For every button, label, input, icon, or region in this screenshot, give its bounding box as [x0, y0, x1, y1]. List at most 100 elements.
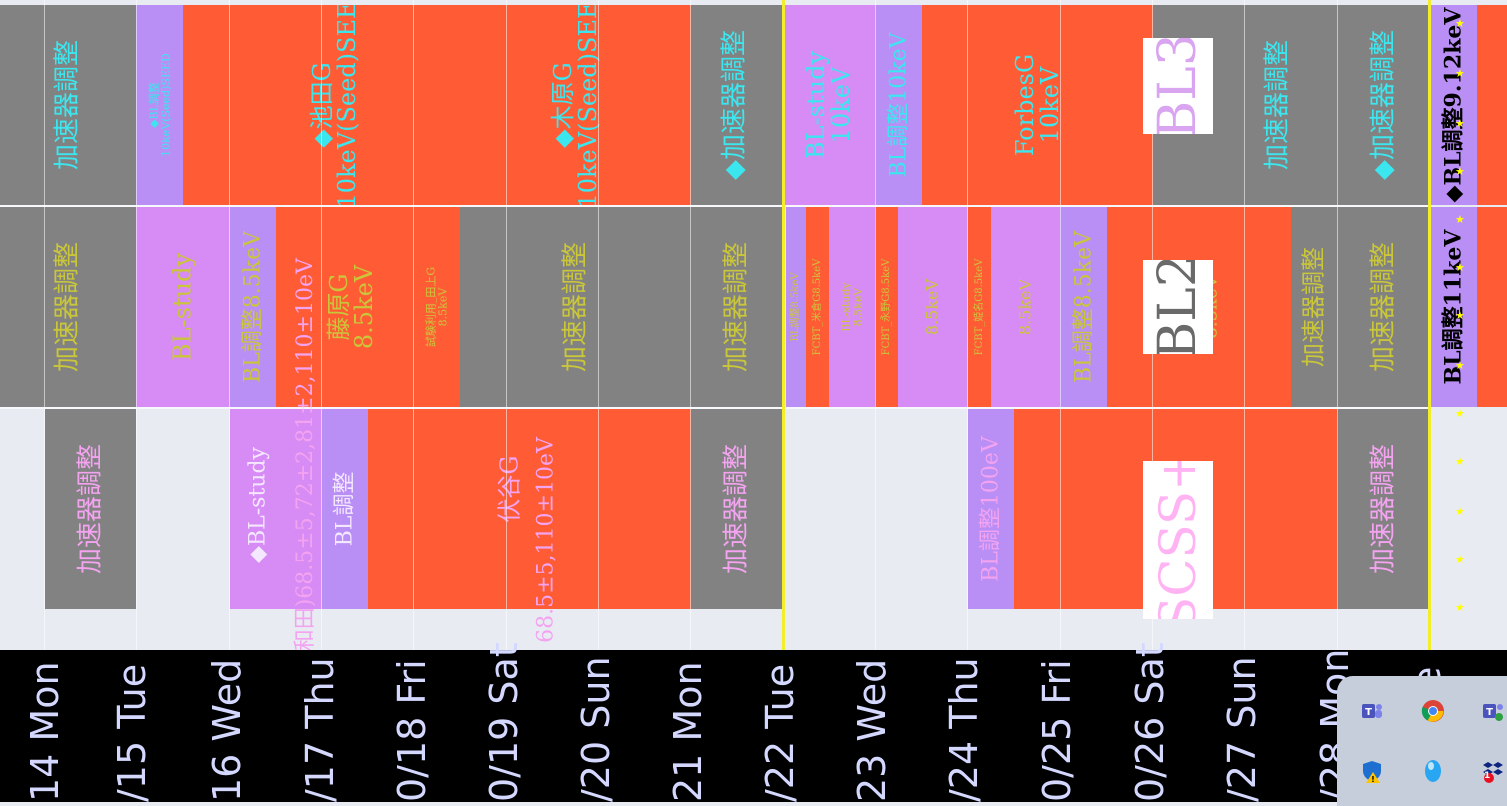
day-line [229, 0, 230, 650]
beamline-label-scss: SCSS+ [1143, 461, 1213, 619]
scss-cell-text: ◆BL-study [245, 447, 271, 563]
blue-orb-icon[interactable] [1420, 758, 1446, 784]
defender-icon[interactable]: ! [1359, 758, 1385, 784]
bl2-cell-text: BL調整8.5keV [789, 272, 801, 342]
bl2-fujiwara-group[interactable]: 藤原G 8.5keV [276, 207, 414, 407]
star-icon: ★ [1455, 261, 1465, 274]
bl3-cell-text: ◆池田G 10keV(Seed)SEE [307, 5, 361, 205]
scss-fushitani-energies: 68.5±5,110±10eV [532, 437, 558, 643]
bl2-cell-text: 8.5keV [1015, 278, 1035, 336]
bl2-bl-tuning-11kev[interactable]: BL調整11keV [1430, 207, 1477, 407]
scss-accel-tuning-3[interactable]: 加速器調整 [1337, 409, 1430, 609]
bl2-cell-text: 加速器調整 [721, 241, 752, 373]
bl2-cell-text: 試験利用_田上G 8.5keV [424, 266, 449, 348]
bl2-bl-tuning-2[interactable]: BL調整8.5keV [786, 207, 806, 407]
dropbox-icon[interactable]: 1 [1480, 758, 1506, 784]
bl3-bl-tuning-9kev[interactable]: ◆BL調整9.12keV [1430, 5, 1477, 205]
bl2-fcbt-yonekura[interactable]: FCBT_米倉G8.5keV [806, 207, 829, 407]
beamline-label-bl3: BL3 [1143, 38, 1213, 134]
star-icon: ★ [1455, 165, 1465, 178]
bl2-tagami-group[interactable]: 試験利用_田上G 8.5keV [414, 207, 460, 407]
star-icon: ★ [1455, 455, 1465, 468]
date-label: /15 Tue [110, 663, 154, 802]
bl2-cell-text: 8.5keV [922, 278, 942, 336]
bl3-cell-text: BL調整10keV [885, 32, 911, 178]
bl2-accel-tuning-1[interactable]: 加速器調整 [0, 207, 136, 407]
bl3-bl-tuning-10kev[interactable]: BL調整10keV [875, 5, 922, 205]
date-label: 16 Wed [205, 658, 249, 802]
bl3-accel-tuning-4[interactable]: ◆加速器調整 [1337, 5, 1430, 205]
scss-cell-text: 加速器調整 [1367, 443, 1398, 575]
today-marker-line [782, 0, 785, 660]
scss-cell-text: 伏谷G [495, 455, 524, 523]
bl3-cell-text: ◆BL調整 10keV(Seed)SEED [146, 53, 172, 157]
bl2-run-8kev-2[interactable]: 8.5keV [991, 207, 1060, 407]
chrome-icon[interactable] [1420, 698, 1446, 724]
bl2-bl-tuning-3[interactable]: BL調整8.5keV [1060, 207, 1107, 407]
date-label: 0/25 Fri [1035, 659, 1079, 802]
bl2-fcbt-nagano[interactable]: FCBT_永野G8.5keV [875, 207, 898, 407]
bl3-cell-text: ◆木原G 10keV(Seed)SEE [549, 5, 603, 205]
date-label: /22 Tue [758, 663, 802, 802]
teams-alt-icon[interactable]: T [1480, 698, 1506, 724]
scss-accel-tuning-2[interactable]: 加速器調整 [691, 409, 783, 609]
bl3-run-block-1[interactable] [183, 5, 230, 205]
bl3-accel-tuning-2[interactable]: ◆加速器調整 [691, 5, 783, 205]
bl2-bl-study-2[interactable]: BL-study 8.5keV [829, 207, 875, 407]
scss-owada-energies: (大和田)68.5±5,72±2,81±2,110±10eV [293, 258, 318, 682]
bl2-accel-tuning-3[interactable]: 加速器調整 [691, 207, 783, 407]
bl2-cell-text: FCBT_姫名G8.5keV [973, 258, 985, 356]
scss-fushitani-group[interactable]: 伏谷G [368, 409, 691, 609]
scss-cell-text: BL調整100eV [978, 436, 1004, 582]
bl3-bl-study[interactable]: BL-study 10keV [783, 5, 875, 205]
bl2-cell-text: 加速器調整 [52, 241, 83, 373]
bl3-run-block-2[interactable] [922, 5, 968, 205]
scss-bl-tuning[interactable]: BL調整 [322, 409, 368, 609]
bl2-fcbt-himena[interactable]: FCBT_姫名G8.5keV [968, 207, 991, 407]
teams-icon[interactable]: T [1359, 698, 1385, 724]
bl3-run-block-3[interactable] [1477, 5, 1507, 205]
star-icon: ★ [1455, 117, 1465, 130]
bl3-cell-text: BL-study 10keV [801, 50, 855, 160]
bl2-cell-text: 加速器調整 [1299, 247, 1328, 367]
star-icon: ★ [1455, 17, 1465, 30]
bl3-cell-text: ForbesG 10keV [1011, 53, 1065, 157]
scss-cell-text: 加速器調整 [721, 443, 752, 575]
row-divider-2 [0, 407, 1430, 409]
day-line [506, 0, 507, 650]
bl2-cell-text: BL調整8.5keV [1070, 230, 1096, 384]
bl2-accel-tuning-5[interactable]: 加速器調整 [1337, 207, 1430, 407]
date-label: 23 Wed [850, 658, 894, 802]
day-line [413, 0, 414, 650]
bl3-bl-tuning-seed[interactable]: ◆BL調整 10keV(Seed)SEED [136, 5, 183, 205]
scss-accel-tuning-1[interactable]: 加速器調整 [45, 409, 136, 609]
scss-bl-study[interactable]: ◆BL-study [230, 409, 322, 609]
date-axis [0, 650, 1507, 802]
scss-bl-tuning-100ev[interactable]: BL調整100eV [968, 409, 1014, 609]
bl2-bl-study[interactable]: BL-study [136, 207, 230, 407]
row-divider-1 [0, 205, 1430, 207]
bl2-accel-tuning-2[interactable]: 加速器調整 [460, 207, 691, 407]
bl3-accel-tuning-1[interactable]: 加速器調整 [0, 5, 136, 205]
star-icon: ★ [1455, 359, 1465, 372]
beamline-label-bl2: BL2 [1143, 260, 1213, 354]
date-label: 0/18 Fri [390, 659, 434, 802]
date-label: 14 Mon [23, 661, 67, 802]
bl3-ikeda-group[interactable]: ◆池田G 10keV(Seed)SEE [230, 5, 506, 205]
day-line [1337, 0, 1338, 650]
day-line [875, 0, 876, 650]
bl2-run-8kev-1[interactable]: 8.5keV [898, 207, 968, 407]
star-icon: ★ [1455, 601, 1465, 614]
day-line [321, 0, 322, 650]
day-line [1060, 0, 1061, 650]
bl2-accel-tuning-4[interactable]: 加速器調整 [1291, 207, 1337, 407]
bl2-cell-text: FCBT_永野G8.5keV [880, 258, 892, 356]
bl3-cell-text: 加速器調整 [1262, 39, 1293, 171]
bl3-cell-text: ◆加速器調整 [1367, 30, 1398, 180]
day-line [136, 0, 137, 650]
bl3-cell-text: 加速器調整 [52, 39, 83, 171]
bl2-run-tail[interactable] [1477, 207, 1507, 407]
day-line [598, 0, 599, 650]
day-line [967, 0, 968, 650]
bl2-bl-tuning-1[interactable]: BL調整8.5keV [230, 207, 276, 407]
